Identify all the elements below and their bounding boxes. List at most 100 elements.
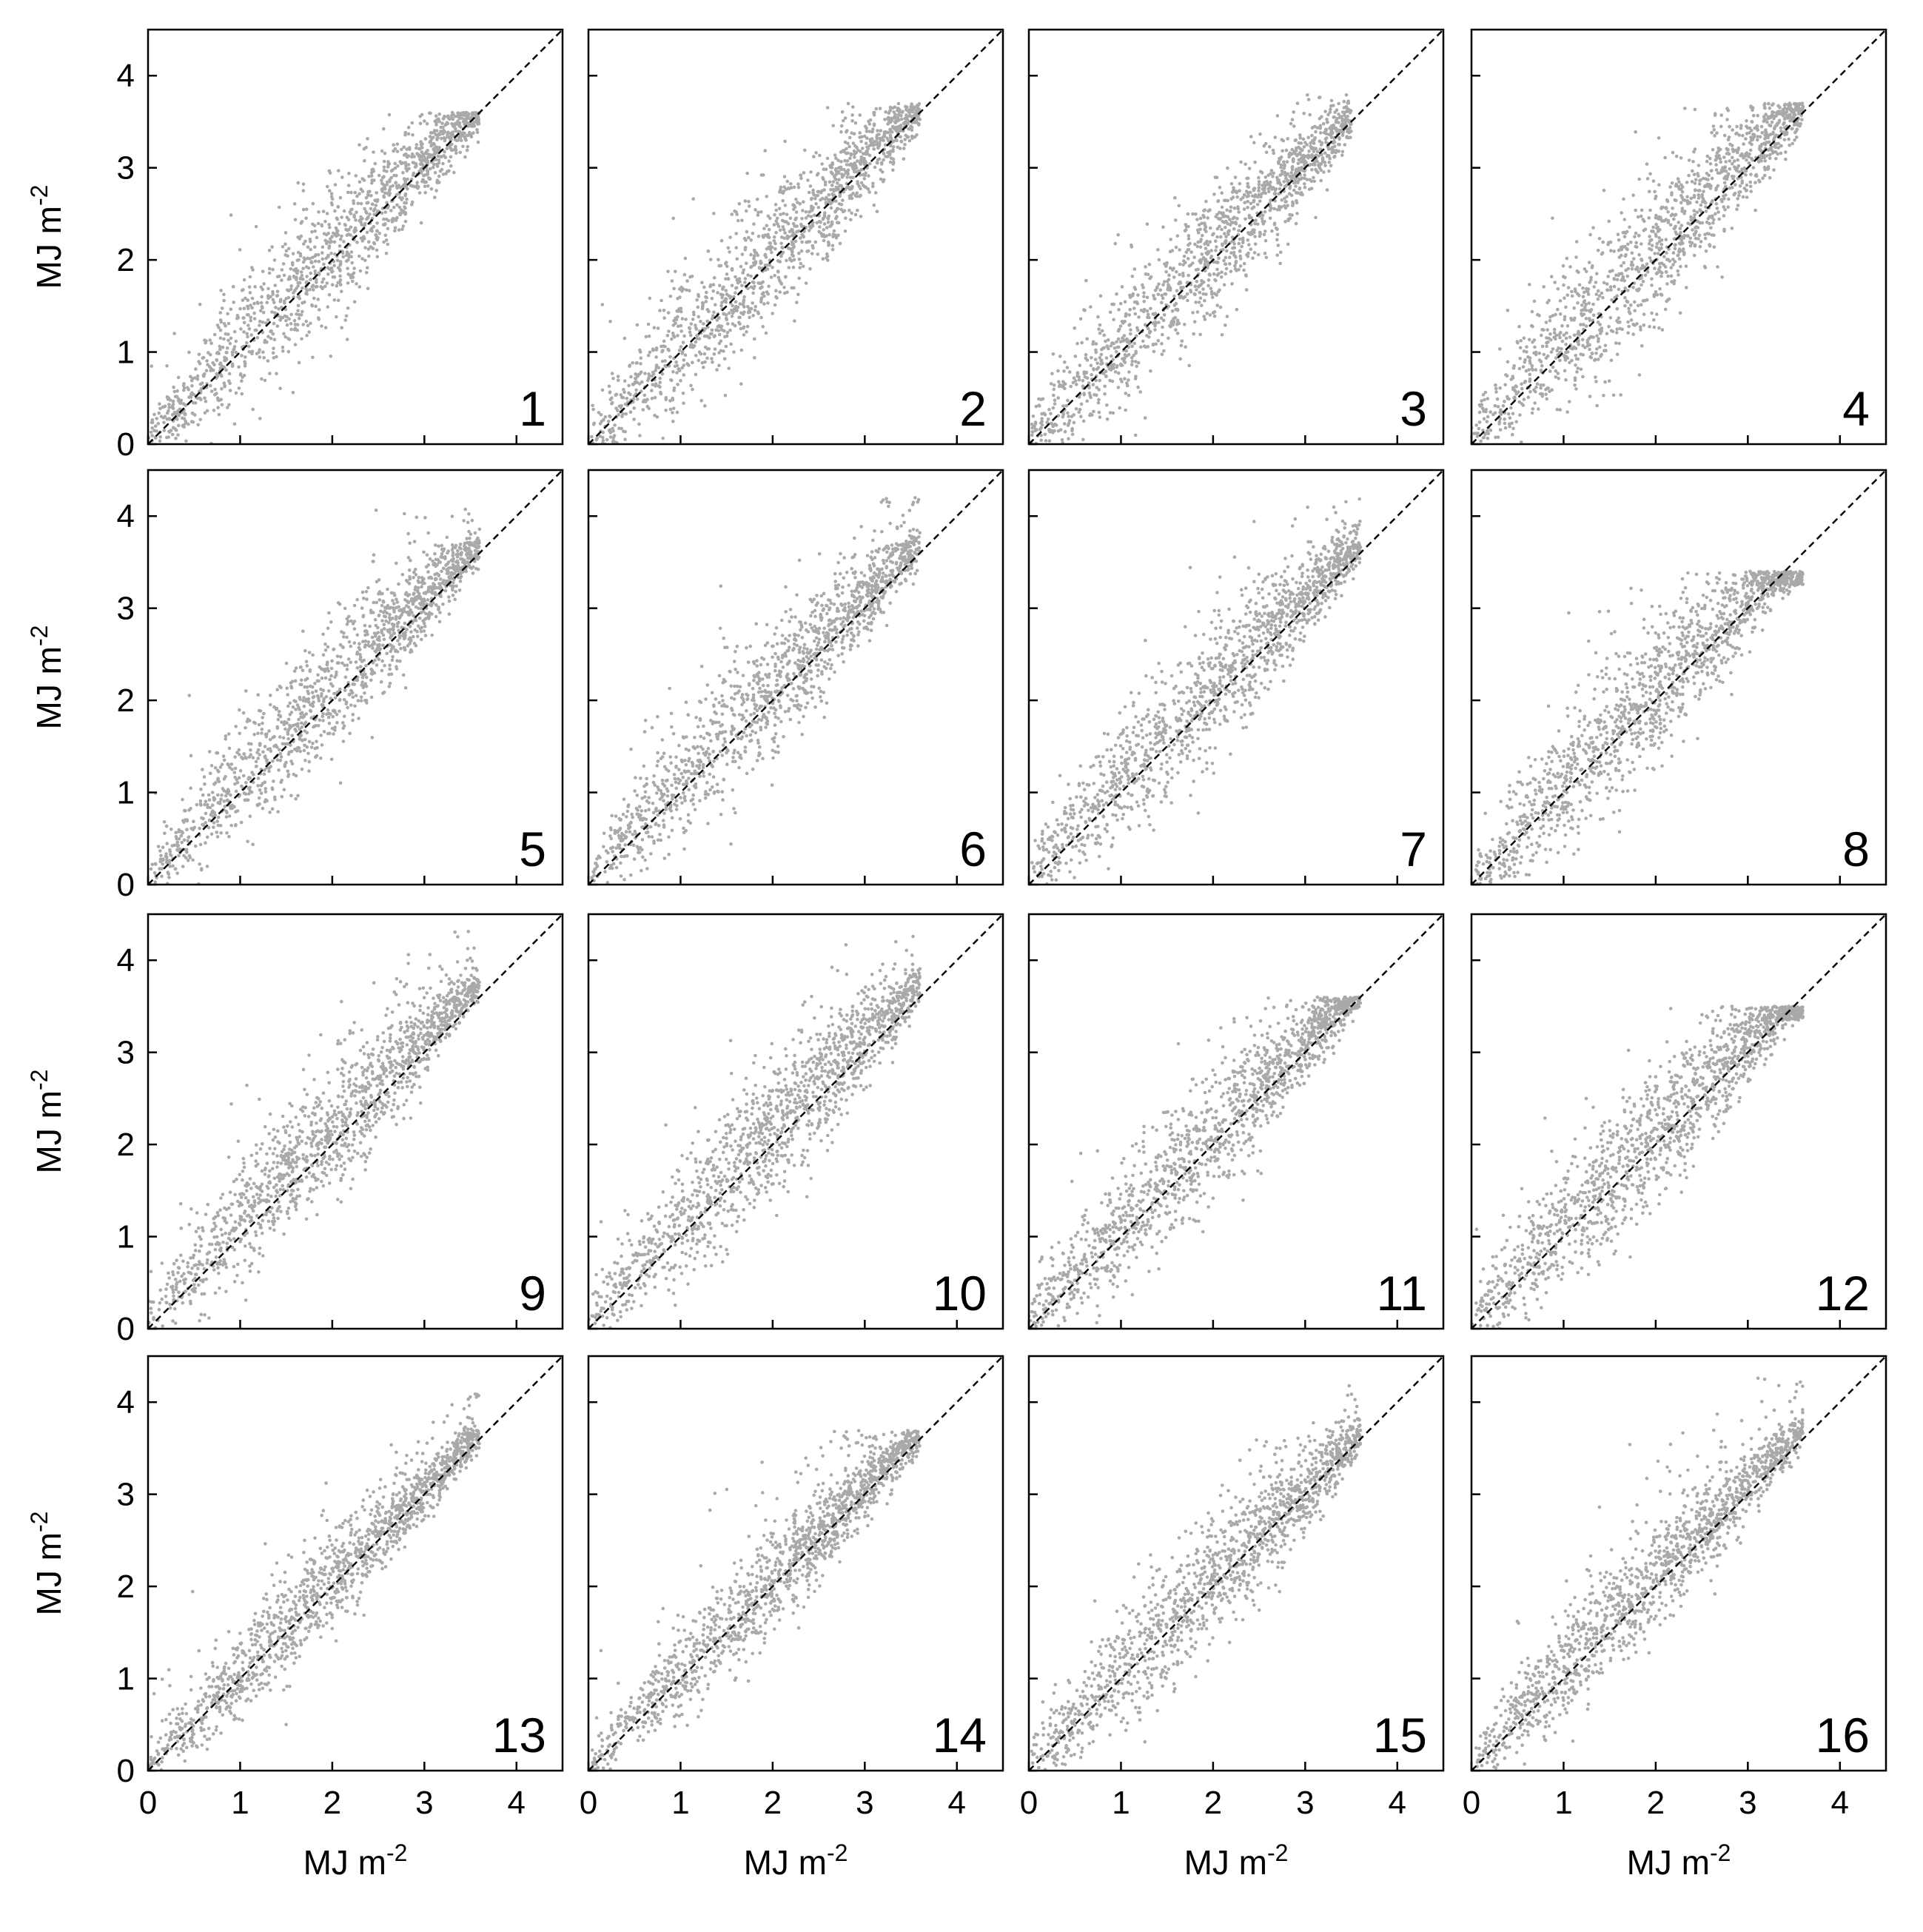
data-point (1756, 135, 1759, 138)
data-point (675, 309, 679, 313)
data-point (808, 266, 812, 271)
data-point (1160, 301, 1164, 305)
data-point (842, 167, 846, 172)
data-point (380, 187, 385, 191)
data-point (808, 184, 813, 188)
data-point (1195, 310, 1200, 314)
data-point (719, 238, 724, 243)
data-point (772, 239, 776, 243)
data-point (1158, 288, 1163, 292)
data-point (834, 178, 838, 181)
data-point (181, 402, 186, 406)
data-point (1332, 115, 1336, 119)
data-point (1051, 406, 1056, 410)
data-point (328, 237, 332, 241)
data-point (632, 406, 636, 410)
data-point (1170, 309, 1175, 313)
data-point (841, 118, 845, 123)
data-point (1252, 141, 1256, 145)
data-point (783, 275, 788, 279)
data-point (1225, 208, 1229, 212)
data-point (1231, 216, 1235, 221)
data-point (1232, 242, 1236, 246)
data-point (1770, 145, 1773, 150)
data-point (641, 408, 645, 412)
data-point (1237, 210, 1241, 214)
data-point (397, 205, 402, 209)
data-point (675, 363, 679, 368)
data-point (1186, 248, 1190, 252)
data-point (830, 244, 835, 248)
data-point (1622, 279, 1626, 283)
data-point (1075, 341, 1079, 346)
data-point (766, 232, 770, 237)
data-point (880, 170, 885, 174)
data-point (1176, 321, 1180, 325)
data-point (1593, 358, 1597, 362)
data-point (902, 157, 906, 161)
data-point (1258, 132, 1262, 136)
data-point (1622, 235, 1627, 239)
data-point (1112, 346, 1117, 350)
data-point (1519, 339, 1523, 343)
data-point (218, 347, 222, 352)
data-point (228, 341, 232, 346)
data-point (834, 235, 839, 240)
data-point (888, 150, 892, 153)
data-point (773, 246, 777, 251)
data-point (1073, 355, 1078, 358)
data-point (1629, 241, 1633, 244)
data-point (746, 273, 750, 277)
data-point (1178, 248, 1181, 252)
data-point (1503, 421, 1507, 426)
data-point (654, 369, 657, 372)
data-point (1174, 218, 1178, 222)
data-point (1568, 360, 1571, 365)
data-point (905, 135, 910, 139)
data-point (364, 196, 369, 200)
data-point (296, 181, 301, 185)
data-point (265, 301, 269, 305)
data-point (452, 113, 455, 116)
data-point (1178, 272, 1181, 277)
data-point (314, 278, 318, 281)
data-point (1226, 231, 1230, 235)
data-point (910, 128, 914, 133)
data-point (788, 246, 792, 251)
data-point (1544, 392, 1548, 396)
data-point (875, 209, 879, 214)
data-point (792, 258, 796, 262)
data-point (1181, 274, 1185, 278)
data-point (436, 135, 440, 140)
data-point (1745, 195, 1749, 199)
data-point (840, 110, 845, 114)
data-point (475, 130, 480, 135)
data-point (1245, 195, 1249, 198)
data-point (269, 295, 272, 299)
data-point (1319, 178, 1323, 183)
data-point (346, 306, 350, 310)
data-point (730, 212, 734, 216)
data-point (1275, 253, 1279, 258)
data-point (788, 256, 792, 261)
data-point (269, 329, 272, 334)
data-point (432, 152, 437, 155)
data-point (415, 143, 419, 147)
data-point (310, 303, 314, 307)
data-point (302, 242, 306, 246)
data-point (1517, 324, 1521, 329)
data-point (1209, 249, 1213, 252)
data-point (846, 168, 850, 172)
data-point (859, 215, 863, 218)
data-point (810, 204, 813, 209)
data-point (272, 346, 275, 351)
data-point (1238, 237, 1242, 241)
data-point (807, 229, 811, 232)
data-point (1782, 138, 1787, 142)
data-point (280, 268, 284, 272)
data-point (1595, 403, 1599, 408)
data-point (330, 283, 335, 287)
data-point (1156, 292, 1161, 297)
data-point (1564, 336, 1568, 341)
data-point (295, 271, 299, 275)
